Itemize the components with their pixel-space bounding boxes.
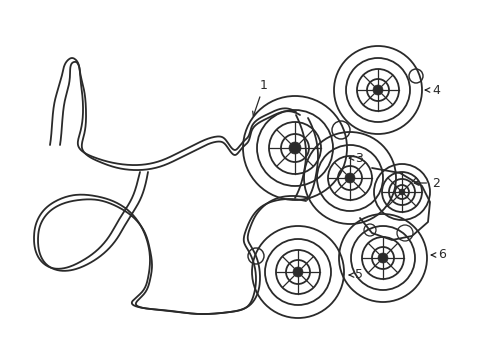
- Text: 1: 1: [252, 78, 267, 116]
- Circle shape: [372, 85, 382, 95]
- Text: 4: 4: [425, 84, 439, 96]
- Text: 6: 6: [430, 248, 445, 261]
- Text: 2: 2: [413, 176, 439, 189]
- Text: 5: 5: [348, 269, 362, 282]
- Circle shape: [288, 142, 301, 154]
- Circle shape: [377, 253, 387, 263]
- Circle shape: [292, 267, 303, 277]
- Circle shape: [398, 189, 404, 195]
- Circle shape: [345, 173, 354, 183]
- Text: 3: 3: [348, 152, 362, 165]
